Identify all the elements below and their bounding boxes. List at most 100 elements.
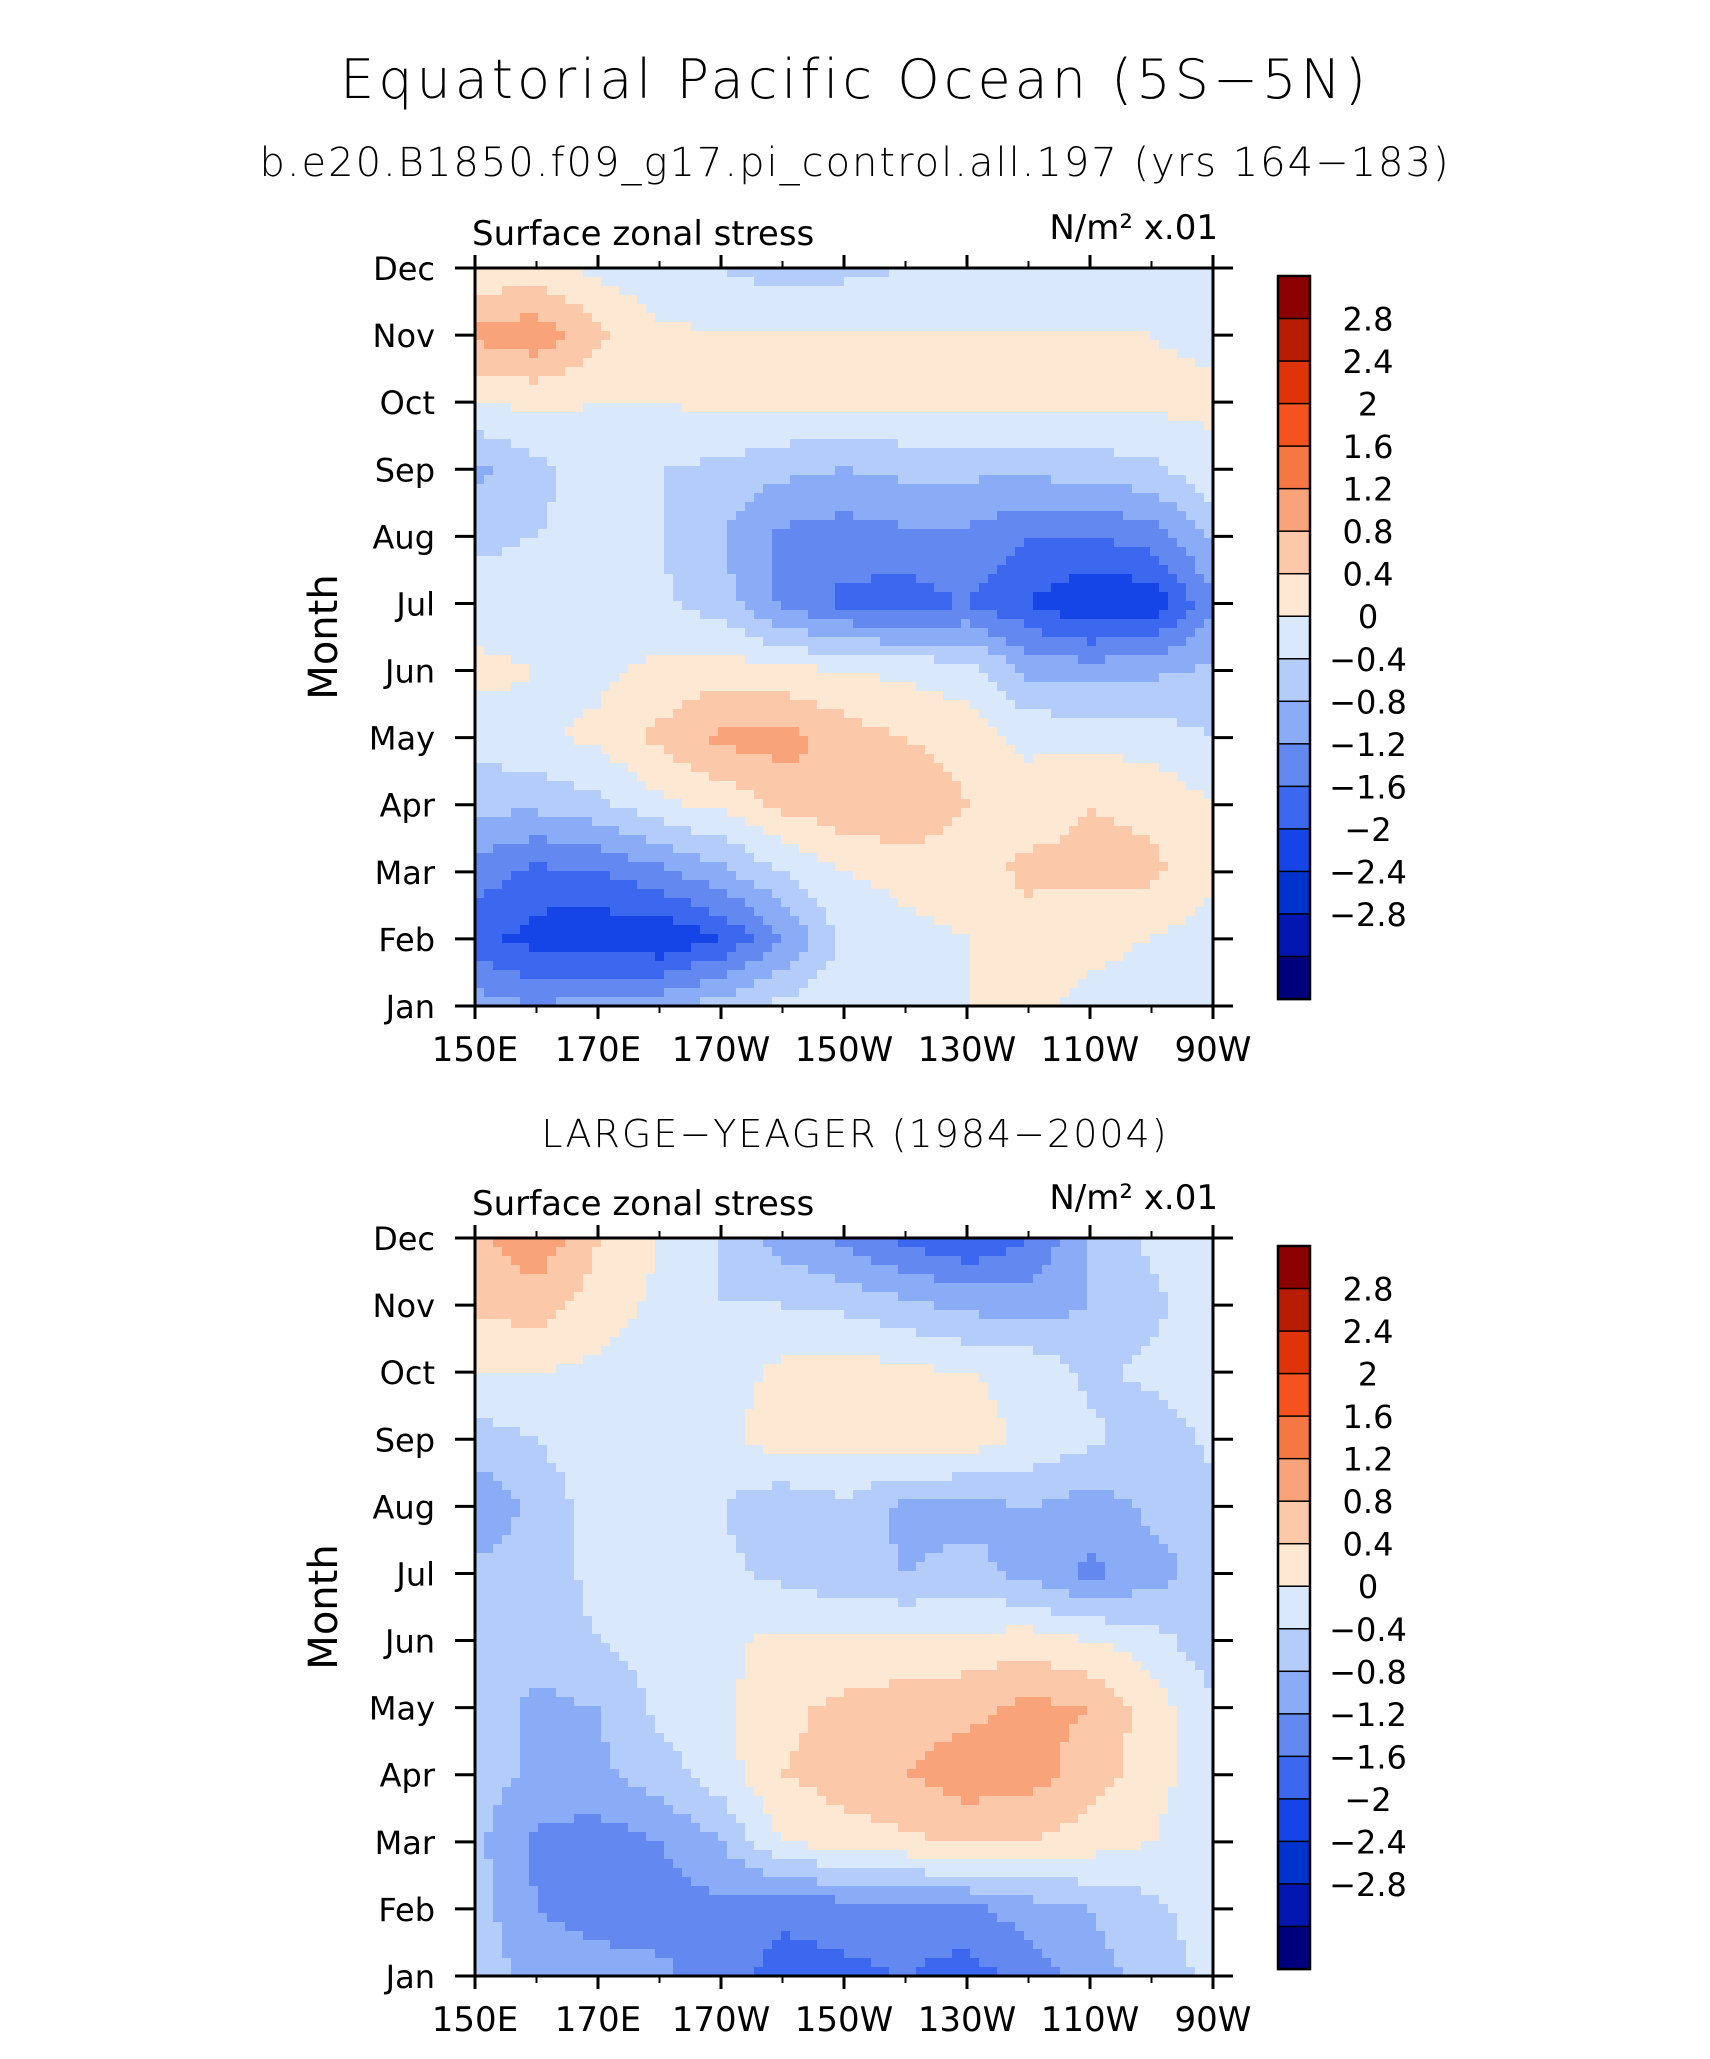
contour-cell: [502, 547, 512, 557]
contour-cell: [790, 565, 800, 575]
contour-cell: [655, 682, 665, 692]
contour-cell: [628, 655, 638, 665]
contour-cell: [637, 547, 647, 557]
contour-cell: [934, 331, 944, 341]
contour-cell: [799, 718, 809, 728]
contour-cell: [475, 646, 485, 656]
contour-cell: [727, 520, 737, 530]
contour-cell: [1177, 493, 1187, 503]
contour-cell: [1168, 331, 1178, 341]
contour-cell: [592, 358, 602, 368]
contour-cell: [1096, 745, 1106, 755]
contour-cell: [628, 493, 638, 503]
contour-cell: [655, 313, 665, 323]
contour-cell: [808, 457, 818, 467]
contour-cell: [1051, 277, 1061, 287]
contour-cell: [619, 376, 629, 386]
contour-cell: [592, 808, 602, 818]
contour-cell: [520, 349, 530, 359]
contour-cell: [547, 340, 557, 350]
contour-cell: [565, 691, 575, 701]
contour-cell: [592, 700, 602, 710]
contour-cell: [952, 682, 962, 692]
contour-cell: [637, 709, 647, 719]
contour-cell: [574, 763, 584, 773]
contour-cell: [664, 556, 674, 566]
contour-cell: [916, 727, 926, 737]
contour-cell: [493, 610, 503, 620]
contour-cell: [484, 457, 494, 467]
contour-cell: [1015, 358, 1025, 368]
contour-cell: [1177, 457, 1187, 467]
contour-cell: [1051, 619, 1061, 629]
contour-cell: [1006, 664, 1016, 674]
contour-cell: [745, 295, 755, 305]
contour-cell: [502, 511, 512, 521]
contour-cell: [1159, 475, 1169, 485]
contour-cell: [619, 628, 629, 638]
contour-cell: [511, 367, 521, 377]
contour-cell: [628, 340, 638, 350]
contour-cell: [1195, 331, 1205, 341]
contour-cell: [502, 664, 512, 674]
contour-cell: [493, 682, 503, 692]
contour-cell: [970, 394, 980, 404]
contour-cell: [718, 322, 728, 332]
contour-cell: [628, 313, 638, 323]
contour-cell: [556, 511, 566, 521]
contour-cell: [826, 754, 836, 764]
contour-cell: [493, 637, 503, 647]
contour-cell: [628, 700, 638, 710]
contour-cell: [1150, 502, 1160, 512]
contour-cell: [1069, 682, 1079, 692]
contour-cell: [1042, 583, 1052, 593]
contour-cell: [871, 700, 881, 710]
contour-cell: [880, 340, 890, 350]
contour-cell: [574, 457, 584, 467]
contour-cell: [709, 340, 719, 350]
contour-cell: [1123, 700, 1133, 710]
contour-cell: [655, 718, 665, 728]
contour-cell: [943, 628, 953, 638]
contour-cell: [574, 430, 584, 440]
contour-cell: [862, 808, 872, 818]
contour-cell: [844, 673, 854, 683]
contour-cell: [826, 709, 836, 719]
contour-cell: [754, 700, 764, 710]
contour-cell: [754, 295, 764, 305]
contour-cell: [862, 421, 872, 431]
contour-cell: [835, 772, 845, 782]
contour-cell: [1060, 268, 1070, 278]
contour-cell: [979, 637, 989, 647]
contour-cell: [1195, 421, 1205, 431]
contour-cell: [520, 565, 530, 575]
contour-cell: [1132, 547, 1142, 557]
contour-cell: [547, 556, 557, 566]
contour-cell: [1078, 745, 1088, 755]
contour-cell: [727, 385, 737, 395]
contour-cell: [763, 664, 773, 674]
contour-cell: [979, 655, 989, 665]
contour-cell: [826, 772, 836, 782]
contour-cell: [556, 412, 566, 422]
contour-cell: [502, 268, 512, 278]
contour-cell: [1087, 403, 1097, 413]
contour-cell: [736, 673, 746, 683]
contour-cell: [1123, 646, 1133, 656]
contour-cell: [1078, 295, 1088, 305]
contour-cell: [826, 376, 836, 386]
contour-cell: [1204, 520, 1214, 530]
contour-cell: [664, 781, 674, 791]
contour-cell: [619, 718, 629, 728]
contour-cell: [511, 322, 521, 332]
contour-cell: [727, 790, 737, 800]
contour-cell: [700, 556, 710, 566]
contour-cell: [502, 412, 512, 422]
contour-cell: [970, 331, 980, 341]
contour-cell: [1141, 520, 1151, 530]
contour-cell: [844, 808, 854, 818]
contour-cell: [1132, 574, 1142, 584]
contour-cell: [502, 493, 512, 503]
contour-cell: [871, 727, 881, 737]
contour-cell: [925, 448, 935, 458]
